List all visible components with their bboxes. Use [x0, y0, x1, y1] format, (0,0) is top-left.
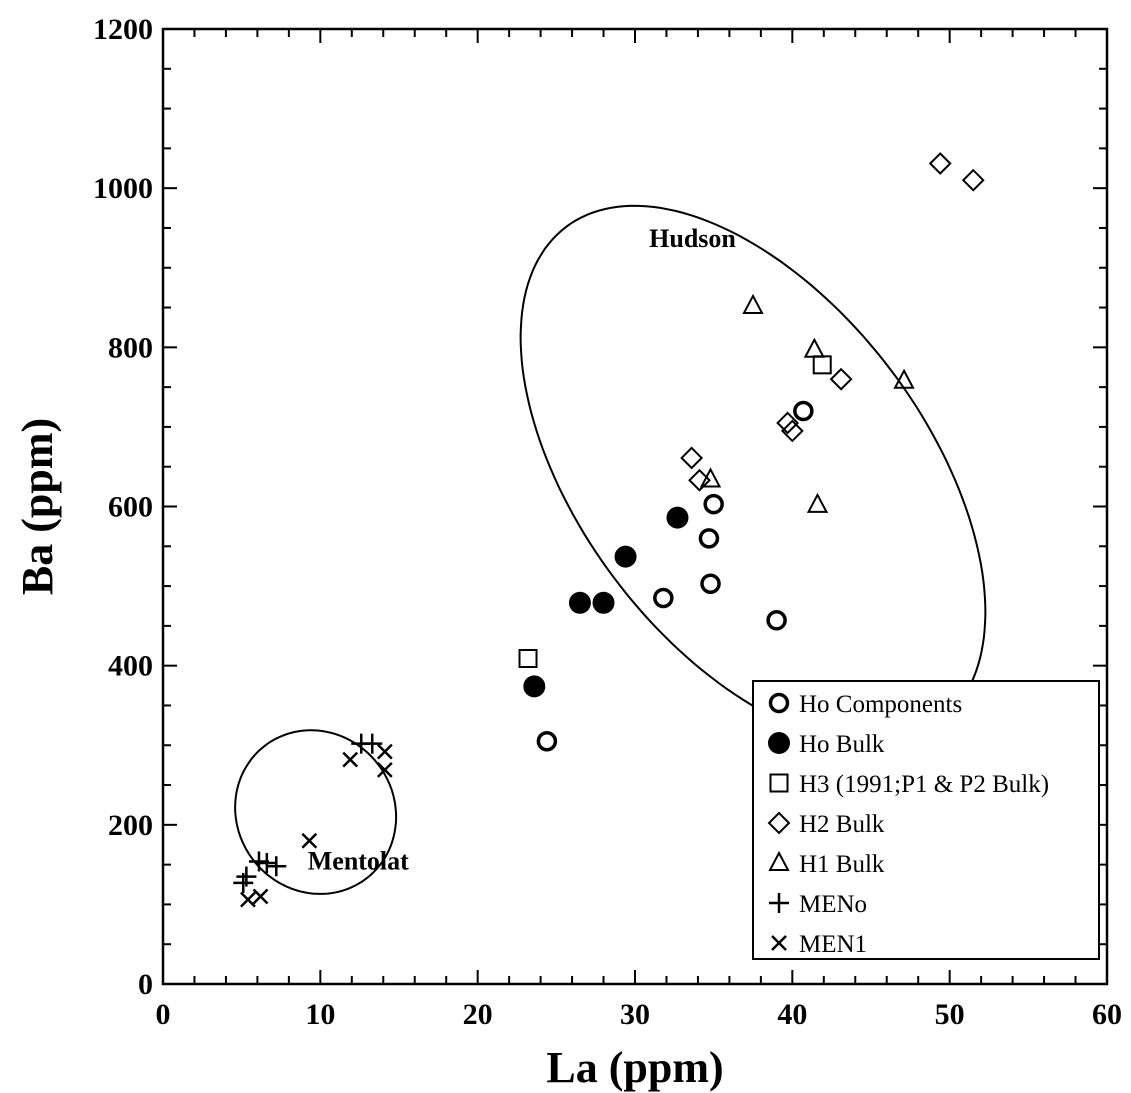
point-series-6: [252, 888, 269, 905]
point-series-6: [376, 762, 393, 778]
annotations: Hudson Mentolat: [308, 224, 737, 875]
legend-marker: [769, 893, 789, 913]
point-series-4: [893, 368, 915, 389]
data-points: [233, 152, 985, 908]
legend-label: MENo: [799, 891, 867, 918]
point-series-3: [776, 411, 800, 435]
point-series-2: [812, 355, 832, 375]
x-axis-title: La (ppm): [546, 1043, 723, 1092]
legend-box: [752, 680, 1100, 960]
point-series-3: [780, 419, 804, 443]
point-series-4: [742, 293, 764, 314]
point-series-3: [829, 367, 853, 391]
x-tick-label: 50: [935, 998, 965, 1031]
point-series-6: [342, 751, 359, 768]
legend: Ho Components Ho Bulk H3 (1991;P1 & P2 Bul…: [752, 680, 1100, 960]
point-series-0: [766, 610, 787, 631]
point-series-4: [699, 467, 722, 488]
point-series-1: [592, 591, 615, 614]
point-series-1: [523, 675, 546, 698]
y-tick-label: 200: [108, 809, 153, 842]
point-series-5: [236, 866, 257, 887]
point-series-3: [961, 168, 985, 192]
y-tick-label: 1200: [93, 13, 153, 46]
point-series-5: [266, 856, 287, 877]
y-tick-label: 600: [108, 491, 153, 524]
legend-marker: [771, 935, 787, 951]
point-series-6: [240, 891, 256, 908]
point-series-1: [666, 506, 689, 529]
point-series-3: [680, 446, 704, 470]
x-tick-label: 60: [1092, 998, 1122, 1031]
ellipse-mentolat: [234, 729, 398, 895]
point-series-1: [568, 591, 591, 614]
point-series-0: [653, 587, 674, 609]
legend-marker: [768, 850, 790, 871]
point-series-0: [703, 493, 724, 515]
legend-marker: [768, 732, 790, 754]
legend-label: Ho Bulk: [799, 731, 885, 758]
point-series-6: [301, 832, 318, 849]
group-ellipses: [234, 204, 987, 895]
x-tick-label: 10: [305, 998, 335, 1031]
point-series-1: [614, 545, 637, 568]
legend-label: H1 Bulk: [799, 851, 885, 878]
point-series-6: [376, 743, 393, 760]
legend-marker: [769, 773, 789, 793]
point-series-0: [698, 528, 720, 549]
point-series-2: [518, 649, 538, 669]
legend-marker: [767, 811, 791, 835]
point-series-3: [928, 152, 952, 175]
annotation-hudson: Hudson: [649, 224, 736, 253]
x-tick-label: 0: [156, 998, 171, 1031]
x-tick-label: 40: [777, 998, 807, 1031]
annotation-mentolat: Mentolat: [308, 846, 409, 875]
point-series-0: [536, 731, 558, 752]
x-tick-label: 20: [463, 998, 493, 1031]
point-series-0: [700, 573, 721, 594]
x-tick-label: 30: [620, 998, 650, 1031]
y-axis-title: Ba (ppm): [13, 418, 62, 595]
y-tick-label: 400: [108, 650, 153, 683]
legend-label: MEN1: [799, 931, 867, 958]
y-tick-label: 0: [138, 968, 153, 1001]
y-tick-label: 800: [108, 331, 153, 364]
point-series-4: [806, 492, 829, 513]
legend-label: Ho Components: [799, 691, 962, 718]
legend-label: H3 (1991;P1 & P2 Bulk): [799, 771, 1049, 798]
point-series-0: [793, 400, 814, 422]
y-tick-label: 1000: [93, 172, 153, 205]
point-series-5: [362, 733, 383, 754]
point-series-5: [256, 853, 277, 874]
ellipse-hudson: [519, 204, 987, 745]
point-series-4: [803, 337, 826, 358]
legend-label: H2 Bulk: [799, 811, 885, 838]
legend-marker: [768, 692, 790, 714]
